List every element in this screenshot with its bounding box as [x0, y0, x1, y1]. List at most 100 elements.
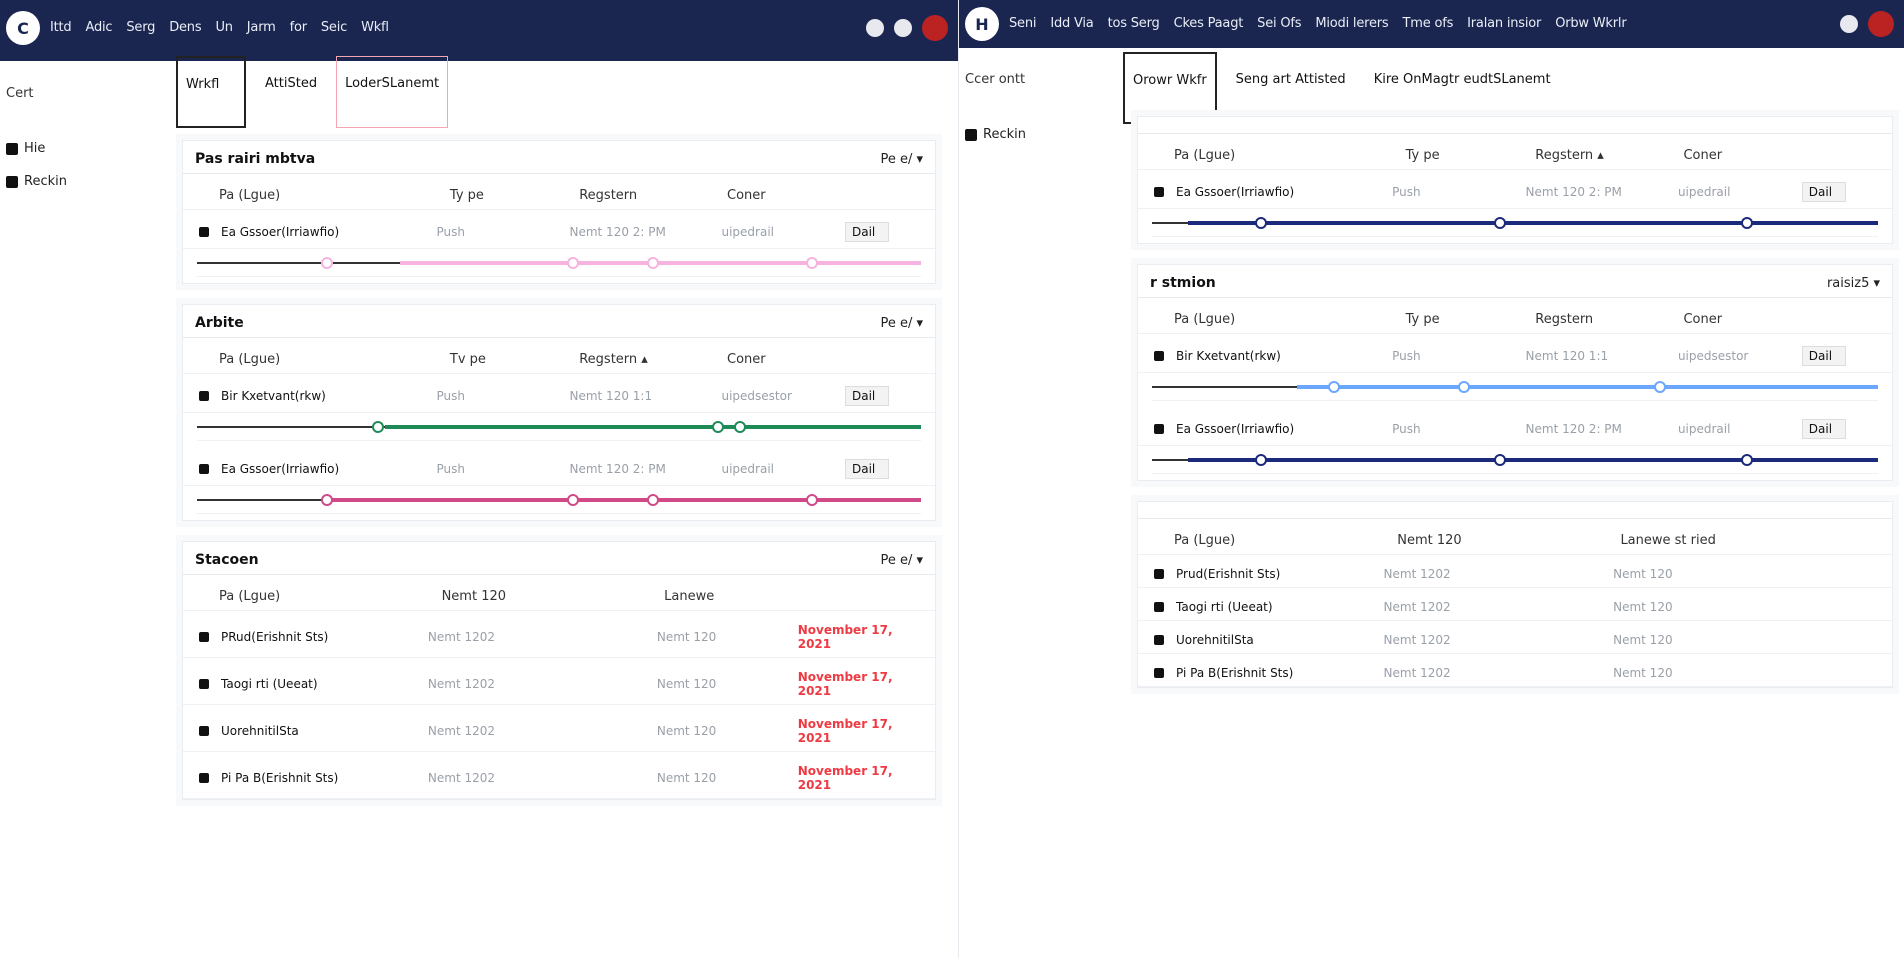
column-header[interactable]: Pa (Lgue): [1174, 148, 1236, 163]
help-icon[interactable]: [1840, 15, 1858, 33]
pipeline-node[interactable]: [1494, 217, 1507, 229]
column-header[interactable]: Ty pe: [449, 188, 484, 203]
nav-item[interactable]: Jarm: [246, 20, 276, 35]
nav-item[interactable]: tos Serg: [1107, 16, 1160, 31]
pipeline-node[interactable]: [1654, 381, 1667, 393]
tab[interactable]: AttiSted: [265, 76, 318, 91]
pipeline-node[interactable]: [647, 257, 660, 269]
details-button[interactable]: Dail: [844, 459, 889, 479]
tab[interactable]: Kire OnMagtr eudtSLanemt: [1373, 72, 1551, 87]
column-header[interactable]: Pa (Lgue): [219, 352, 281, 367]
pipeline-node[interactable]: [567, 494, 580, 506]
pipeline-node[interactable]: [647, 494, 660, 506]
pipeline-node[interactable]: [806, 494, 819, 506]
details-button[interactable]: Dail: [1801, 419, 1846, 439]
nav-item[interactable]: Orbw Wkrlr: [1555, 16, 1627, 31]
nav-item[interactable]: Ittd: [50, 20, 72, 35]
nav-item[interactable]: for: [289, 20, 307, 35]
pipeline-node[interactable]: [1741, 454, 1754, 466]
table-row[interactable]: Pi Pa B(Erishnit Sts) Nemt 1202 Nemt 120…: [183, 752, 935, 799]
pipeline-node[interactable]: [734, 421, 746, 433]
settings-icon[interactable]: [894, 19, 912, 37]
avatar[interactable]: [1868, 11, 1894, 37]
column-header[interactable]: Pa (Lgue): [1174, 533, 1236, 548]
tab[interactable]: Seng art Attisted: [1235, 72, 1346, 87]
sidebar-item[interactable]: Reckin: [965, 127, 1103, 142]
nav-item[interactable]: Serg: [126, 20, 156, 35]
pipeline-node[interactable]: [1741, 217, 1754, 229]
details-button[interactable]: Dail: [844, 222, 889, 242]
nav-item[interactable]: Un: [215, 20, 233, 35]
table-row[interactable]: Pi Pa B(Erishnit Sts) Nemt 1202 Nemt 120: [1138, 654, 1892, 687]
app-logo[interactable]: C: [6, 11, 40, 45]
column-header[interactable]: Coner: [1683, 312, 1723, 327]
sidebar-item[interactable]: Hie: [6, 141, 169, 156]
details-button[interactable]: Dail: [1801, 182, 1846, 202]
nav-item[interactable]: Sei Ofs: [1257, 16, 1302, 31]
help-icon[interactable]: [866, 19, 884, 37]
table-row[interactable]: UorehnitilSta Nemt 1202 Nemt 120 Novembe…: [183, 705, 935, 752]
table-row[interactable]: Ea Gssoer(Irriawfio) Push Nemt 120 2: PM…: [183, 210, 935, 249]
nav-item[interactable]: Idd Via: [1050, 16, 1094, 31]
column-header[interactable]: Coner: [1683, 148, 1723, 163]
table-row[interactable]: UorehnitilSta Nemt 1202 Nemt 120: [1138, 621, 1892, 654]
details-button[interactable]: Dail: [844, 386, 889, 406]
column-header[interactable]: Regstern ▴: [579, 352, 648, 367]
table-row[interactable]: PRud(Erishnit Sts) Nemt 1202 Nemt 120 No…: [183, 611, 935, 658]
column-header[interactable]: Ty pe: [1405, 312, 1440, 327]
column-header[interactable]: Regstern ▴: [1535, 148, 1604, 163]
tab[interactable]: Wrkfl: [176, 56, 246, 128]
pipeline-node[interactable]: [567, 257, 580, 269]
card-menu[interactable]: Pe e/ ▾: [880, 315, 923, 331]
pipeline-node[interactable]: [321, 494, 334, 506]
table-row[interactable]: Ea Gssoer(Irriawfio) Push Nemt 120 2: PM…: [183, 447, 935, 486]
sidebar-item[interactable]: Reckin: [6, 174, 169, 189]
pipeline-node[interactable]: [1327, 381, 1340, 393]
column-header[interactable]: Pa (Lgue): [219, 188, 281, 203]
pipeline-node[interactable]: [1254, 454, 1267, 466]
column-header[interactable]: Regstern: [579, 188, 638, 203]
card-menu[interactable]: Pe e/ ▾: [880, 552, 923, 568]
column-header[interactable]: Nemt 120: [441, 589, 507, 604]
pipeline-node[interactable]: [1494, 454, 1507, 466]
nav-item[interactable]: Dens: [169, 20, 202, 35]
column-header[interactable]: Regstern: [1535, 312, 1594, 327]
nav-item[interactable]: Seni: [1009, 16, 1037, 31]
column-header[interactable]: Pa (Lgue): [219, 589, 281, 604]
nav-item[interactable]: Seic: [320, 20, 348, 35]
table-row[interactable]: Bir Kxetvant(rkw) Push Nemt 120 1:1 uipe…: [1138, 334, 1892, 373]
pipeline-node[interactable]: [712, 421, 725, 433]
nav-item[interactable]: Adic: [85, 20, 113, 35]
table-row[interactable]: Taogi rti (Ueeat) Nemt 1202 Nemt 120 Nov…: [183, 658, 935, 705]
nav-item[interactable]: Miodi lerers: [1315, 16, 1389, 31]
column-header[interactable]: Lanewe: [664, 589, 715, 604]
table-row[interactable]: Ea Gssoer(Irriawfio) Push Nemt 120 2: PM…: [1138, 170, 1892, 209]
column-header[interactable]: Coner: [727, 188, 766, 203]
table-row[interactable]: Prud(Erishnit Sts) Nemt 1202 Nemt 120: [1138, 555, 1892, 588]
pipeline-node[interactable]: [1254, 217, 1267, 229]
column-header[interactable]: Tv pe: [449, 352, 486, 367]
details-button[interactable]: Dail: [1801, 346, 1846, 366]
column-header[interactable]: Lanewe st ried: [1620, 533, 1716, 548]
avatar[interactable]: [922, 15, 948, 41]
pipeline-node[interactable]: [372, 421, 384, 433]
column-header[interactable]: Coner: [727, 352, 766, 367]
nav-item[interactable]: Ckes Paagt: [1173, 16, 1244, 31]
table-row[interactable]: Ea Gssoer(Irriawfio) Push Nemt 120 2: PM…: [1138, 407, 1892, 446]
pipeline-node[interactable]: [321, 257, 334, 269]
pipeline-node[interactable]: [806, 257, 819, 269]
nav-item[interactable]: Tme ofs: [1402, 16, 1454, 31]
table-row[interactable]: Bir Kxetvant(rkw) Push Nemt 120 1:1 uipe…: [183, 374, 935, 413]
card-menu[interactable]: raisiz5 ▾: [1826, 275, 1880, 291]
app-logo[interactable]: H: [965, 7, 999, 41]
tab[interactable]: Orowr Wkfr: [1123, 52, 1217, 124]
column-header[interactable]: Pa (Lgue): [1174, 312, 1236, 327]
column-header[interactable]: Ty pe: [1405, 148, 1440, 163]
card-menu[interactable]: Pe e/ ▾: [880, 151, 923, 167]
tab[interactable]: LoderSLanemt: [336, 56, 449, 128]
column-header[interactable]: Nemt 120: [1397, 533, 1462, 548]
table-row[interactable]: Taogi rti (Ueeat) Nemt 1202 Nemt 120: [1138, 588, 1892, 621]
nav-item[interactable]: Wkfl: [361, 20, 389, 35]
pipeline-node[interactable]: [1458, 381, 1471, 393]
nav-item[interactable]: Iralan insior: [1467, 16, 1542, 31]
